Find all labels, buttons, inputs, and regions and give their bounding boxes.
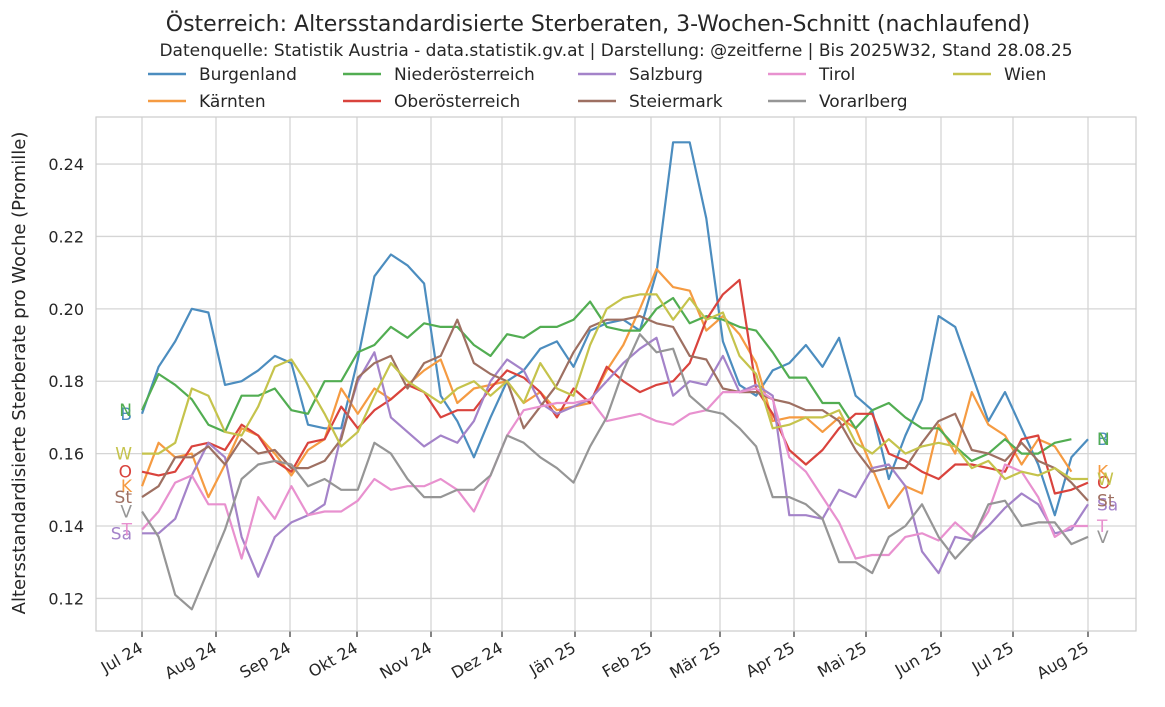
end-label-st: St — [1097, 492, 1115, 512]
chart-subtitle: Datenquelle: Statistik Austria - data.st… — [159, 41, 1072, 61]
end-label-w: W — [1097, 470, 1114, 490]
series-line-st — [141, 315, 1089, 502]
series-line-b — [140, 141, 1089, 517]
end-label-v: V — [1097, 528, 1109, 548]
start-label-k: K — [121, 477, 133, 497]
series-line-v — [141, 333, 1089, 611]
x-tick-label: Jän 25 — [525, 638, 579, 680]
x-tick-label: Jul 25 — [968, 638, 1017, 677]
x-tick-label: Mär 25 — [666, 638, 724, 682]
series-line-k — [140, 267, 1073, 509]
y-tick-label: 0.18 — [48, 372, 84, 391]
y-tick-label: 0.22 — [48, 227, 84, 246]
start-label-sa: Sa — [111, 524, 132, 544]
legend-entry: Vorarlberg — [819, 92, 908, 112]
y-tick-label: 0.16 — [48, 445, 84, 464]
legend-entry: Tirol — [818, 65, 855, 85]
x-tick-label: Apr 25 — [742, 638, 798, 681]
legend: Burgenland Kärnten Niederösterreich Oberöst… — [148, 65, 1046, 112]
start-label-b: B — [120, 405, 132, 425]
series-line-o — [141, 278, 1089, 495]
start-label-t: T — [121, 521, 133, 541]
end-label-b: B — [1097, 430, 1109, 450]
end-label-t: T — [1096, 517, 1108, 537]
x-tick-label: Nov 24 — [376, 638, 435, 683]
start-label-w: W — [115, 445, 132, 465]
y-tick-label: 0.14 — [48, 517, 84, 536]
legend-entry: Niederösterreich — [394, 65, 535, 85]
x-axis: Jul 24 Aug 24 Sep 24 Okt 24 Nov 24 Dez 24 Jän … — [97, 631, 1092, 683]
x-tick-label: Jun 25 — [891, 638, 945, 680]
series-line-n — [141, 296, 1072, 462]
x-tick-label: Feb 25 — [599, 638, 655, 681]
y-tick-label: 0.20 — [48, 300, 84, 319]
chart-title: Österreich: Altersstandardisierte Sterbe… — [166, 11, 1030, 37]
end-label-n: N — [1097, 430, 1110, 450]
y-axis: 0.12 0.14 0.16 0.18 0.20 0.22 0.24 — [48, 155, 84, 608]
start-label-v: V — [120, 503, 132, 523]
series-line-w — [142, 293, 1088, 481]
start-label-n: N — [119, 401, 132, 421]
legend-entry: Oberösterreich — [394, 92, 520, 112]
x-tick-label: Aug 24 — [161, 638, 220, 683]
legend-entry: Steiermark — [629, 92, 723, 112]
end-label-sa: Sa — [1097, 495, 1118, 515]
legend-entry: Kärnten — [199, 92, 266, 112]
x-tick-label: Mai 25 — [814, 638, 870, 681]
x-tick-label: Okt 24 — [305, 638, 361, 681]
x-tick-label: Aug 25 — [1033, 638, 1092, 683]
legend-entry: Salzburg — [629, 65, 703, 85]
start-label-st: St — [115, 488, 133, 508]
legend-entry: Burgenland — [199, 65, 297, 85]
legend-entry: Wien — [1004, 65, 1046, 85]
end-label-k: K — [1097, 463, 1109, 483]
series-lines — [140, 141, 1089, 611]
y-tick-label: 0.24 — [48, 155, 84, 174]
y-tick-label: 0.12 — [48, 589, 84, 608]
x-tick-label: Sep 24 — [236, 638, 294, 682]
end-label-o: O — [1097, 474, 1110, 494]
y-axis-label: Altersstandardisierte Sterberate pro Woc… — [9, 132, 30, 615]
x-tick-label: Jul 24 — [97, 638, 146, 677]
series-line-sa — [142, 336, 1089, 578]
start-label-o: O — [119, 463, 132, 483]
x-tick-label: Dez 24 — [448, 638, 506, 682]
plot-frame — [95, 116, 1137, 632]
series-line-t — [141, 387, 1088, 560]
